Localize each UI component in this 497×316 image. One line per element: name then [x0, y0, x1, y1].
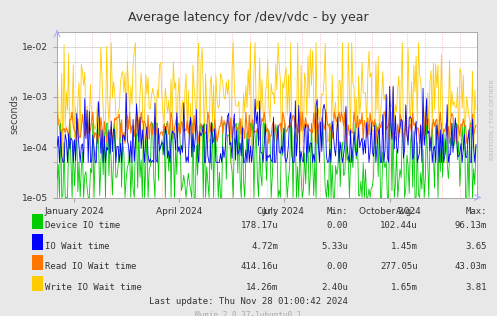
Text: 178.17u: 178.17u: [241, 221, 278, 230]
Text: Device IO time: Device IO time: [45, 221, 120, 230]
Text: 0.00: 0.00: [327, 262, 348, 271]
Y-axis label: seconds: seconds: [9, 94, 19, 135]
Text: 102.44u: 102.44u: [380, 221, 417, 230]
Text: 3.81: 3.81: [466, 283, 487, 292]
Text: 1.65m: 1.65m: [391, 283, 417, 292]
Text: 3.65: 3.65: [466, 242, 487, 251]
Text: Write IO Wait time: Write IO Wait time: [45, 283, 142, 292]
Text: 2.40u: 2.40u: [321, 283, 348, 292]
Text: 277.05u: 277.05u: [380, 262, 417, 271]
Text: Average latency for /dev/vdc - by year: Average latency for /dev/vdc - by year: [128, 11, 369, 24]
Text: RRDTOOL / TOBI OETIKER: RRDTOOL / TOBI OETIKER: [490, 80, 495, 161]
Text: 96.13m: 96.13m: [455, 221, 487, 230]
Text: 5.33u: 5.33u: [321, 242, 348, 251]
Text: 14.26m: 14.26m: [246, 283, 278, 292]
Text: Munin 2.0.37-1ubuntu0.1: Munin 2.0.37-1ubuntu0.1: [195, 311, 302, 316]
Text: Read IO Wait time: Read IO Wait time: [45, 262, 136, 271]
Text: Min:: Min:: [327, 207, 348, 216]
Text: 0.00: 0.00: [327, 221, 348, 230]
Text: 4.72m: 4.72m: [251, 242, 278, 251]
Text: Avg:: Avg:: [396, 207, 417, 216]
Text: 1.45m: 1.45m: [391, 242, 417, 251]
Text: IO Wait time: IO Wait time: [45, 242, 109, 251]
Text: Max:: Max:: [466, 207, 487, 216]
Text: 43.03m: 43.03m: [455, 262, 487, 271]
Text: 414.16u: 414.16u: [241, 262, 278, 271]
Text: Last update: Thu Nov 28 01:00:42 2024: Last update: Thu Nov 28 01:00:42 2024: [149, 297, 348, 306]
Text: Cur:: Cur:: [257, 207, 278, 216]
